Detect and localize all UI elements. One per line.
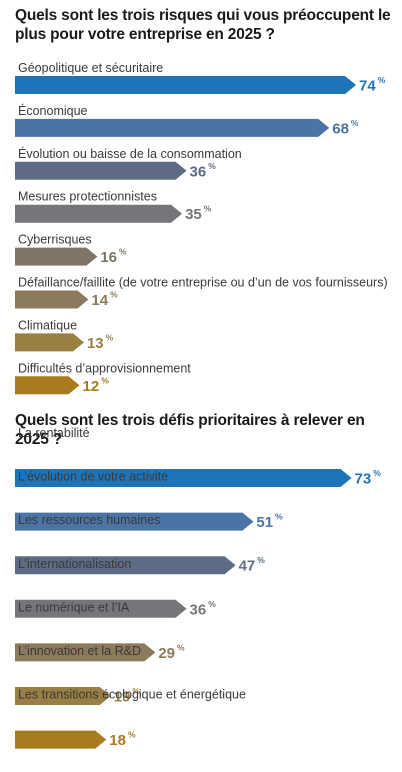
value-label: 36 — [190, 163, 207, 180]
value-label: 18 — [109, 732, 126, 749]
percent-sign: % — [101, 375, 109, 385]
category-label: L’innovation et la R&D — [18, 644, 141, 658]
value-label: 19 — [114, 689, 131, 706]
value-label: 16 — [100, 249, 117, 266]
chart-1-title: Quels sont les trois risques qui vous pr… — [15, 7, 391, 43]
value-label: 74 — [359, 78, 376, 95]
value-label: 14 — [91, 292, 108, 309]
category-label: Cyberrisques — [18, 233, 92, 247]
bar — [15, 512, 254, 531]
value-label: 73 — [355, 471, 372, 488]
value-label: 29 — [158, 645, 175, 662]
percent-sign: % — [208, 599, 216, 609]
bar — [15, 556, 236, 575]
bar — [15, 599, 187, 618]
bar — [15, 76, 356, 94]
category-label: Défaillance/faillite (de votre entrepris… — [18, 276, 388, 290]
category-label: Évolution ou baisse de la consommation — [18, 146, 242, 161]
bar — [15, 469, 352, 487]
percent-sign: % — [257, 555, 265, 565]
bar — [15, 247, 98, 266]
percent-sign: % — [106, 332, 114, 342]
category-label: Géopolitique et sécuritaire — [18, 61, 163, 75]
percent-sign: % — [378, 75, 386, 85]
category-label: Économique — [18, 103, 88, 118]
percent-sign: % — [208, 161, 216, 171]
value-label: 36 — [190, 601, 207, 618]
chart-2-title: Quels sont les trois défis prioritaires … — [15, 412, 365, 448]
percent-sign: % — [351, 118, 359, 128]
bar — [15, 687, 111, 705]
value-label: 47 — [239, 558, 256, 575]
percent-sign: % — [128, 730, 136, 740]
percent-sign: % — [373, 468, 381, 478]
percent-sign: % — [119, 247, 127, 257]
bar — [15, 376, 80, 395]
category-label: Mesures protectionnistes — [18, 190, 157, 204]
percent-sign: % — [177, 642, 185, 652]
bar — [15, 204, 183, 223]
value-label: 51 — [256, 514, 273, 531]
category-label: L’évolution de votre activité — [18, 470, 168, 484]
category-label: Climatique — [18, 318, 77, 332]
bar — [15, 118, 330, 137]
value-label: 35 — [185, 206, 202, 223]
value-label: 13 — [87, 335, 104, 352]
category-label: Difficultés d’approvisionnement — [18, 361, 191, 375]
category-label: Le numérique et l’IA — [18, 600, 130, 614]
percent-sign: % — [204, 204, 212, 214]
percent-sign: % — [110, 290, 118, 300]
category-label: Les transitions écologique et énergétiqu… — [18, 688, 246, 702]
bar — [15, 730, 107, 749]
bar — [15, 333, 84, 352]
category-label: L’internationalisation — [18, 557, 131, 571]
bar — [15, 643, 156, 662]
value-label: 12 — [83, 378, 100, 395]
bar — [15, 161, 187, 180]
percent-sign: % — [275, 512, 283, 522]
category-label: La rentabilité — [18, 426, 90, 440]
bar — [15, 290, 89, 309]
value-label: 68 — [332, 120, 349, 137]
category-label: Les ressources humaines — [18, 513, 160, 527]
percent-sign: % — [132, 686, 140, 696]
